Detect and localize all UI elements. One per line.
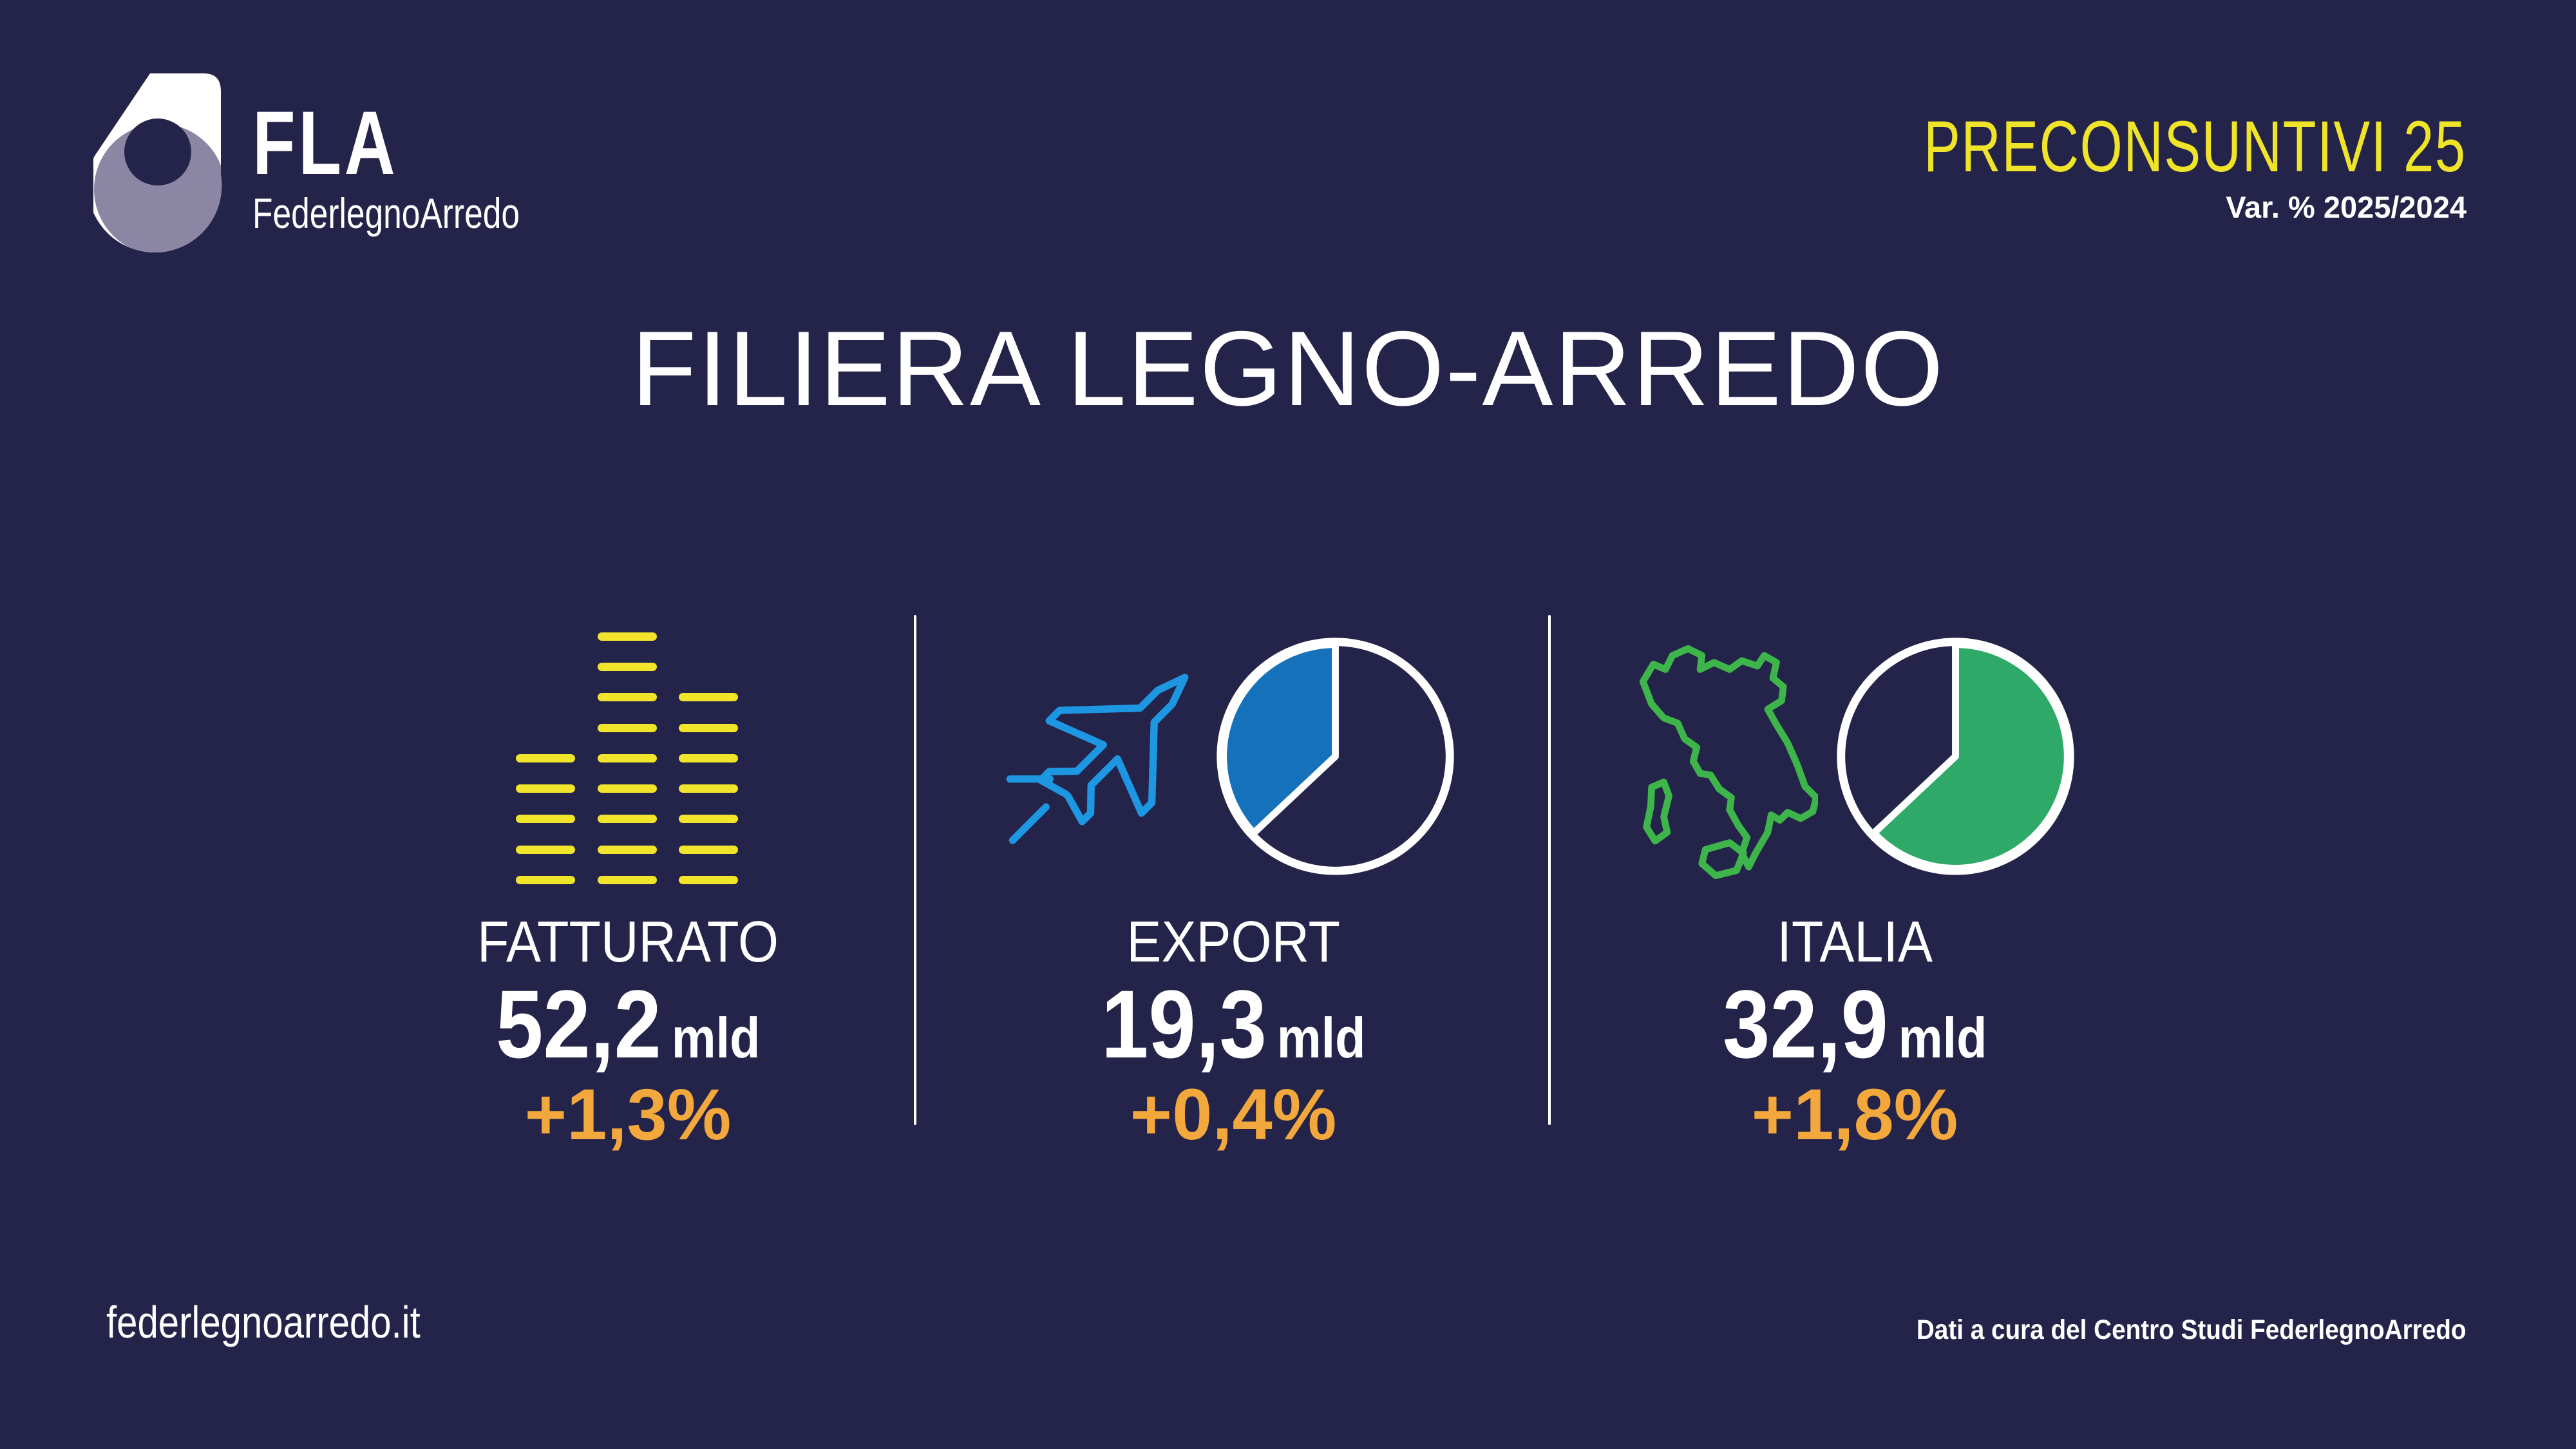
- italy-map-icon: [1639, 645, 1818, 880]
- export-share-pie: [1216, 637, 1454, 875]
- equalizer-middle-column: [598, 632, 657, 884]
- metric-delta: +1,3%: [524, 1074, 732, 1155]
- italia-share-pie: [1836, 637, 2074, 875]
- page-title: FILIERA LEGNO-ARREDO: [631, 309, 1945, 428]
- edition-block: PRECONSUNTIVI 25 Var. % 2025/2024: [1752, 106, 2467, 224]
- metric-label: FATTURATO: [477, 910, 779, 974]
- metric-value: 32,9 mld: [1722, 969, 1987, 1078]
- column-divider: [1548, 615, 1551, 1125]
- metric-delta: +1,8%: [1751, 1074, 1958, 1155]
- footer-credit: Dati a cura del Centro Studi FederlegnoA…: [1917, 1314, 2467, 1345]
- sicily-outline: [1698, 839, 1747, 880]
- edition-note: Var. % 2025/2024: [2226, 190, 2467, 224]
- fatturato-icon-row: [332, 617, 924, 895]
- metric-label: EXPORT: [1126, 910, 1340, 974]
- metric-value: 52,2 mld: [495, 969, 761, 1078]
- metric-fatturato: FATTURATO 52,2 mld +1,3%: [332, 617, 924, 1151]
- edition-title: PRECONSUNTIVI 25: [1924, 106, 2467, 187]
- airplane-icon: [1006, 674, 1188, 844]
- metric-unit: mld: [1898, 1005, 1987, 1070]
- metric-unit: mld: [1276, 1005, 1366, 1070]
- metric-delta: +0,4%: [1130, 1074, 1337, 1155]
- logo-name: FederlegnoArredo: [252, 189, 520, 237]
- italia-icon-row: [1558, 617, 2151, 895]
- italy-mainland-outline: [1639, 645, 1818, 871]
- metric-export: EXPORT 19,3 mld +0,4%: [937, 617, 1530, 1151]
- export-icon-row: [937, 617, 1530, 895]
- metric-unit: mld: [671, 1005, 761, 1070]
- sardinia-outline: [1642, 778, 1672, 845]
- fla-logo-icon: [93, 73, 222, 253]
- column-divider: [914, 615, 916, 1125]
- equalizer-right-column: [679, 693, 738, 884]
- logo-abbr: FLA: [252, 92, 399, 193]
- equalizer-left-column: [516, 754, 575, 884]
- speed-line: [1009, 803, 1050, 844]
- metric-label: ITALIA: [1777, 910, 1933, 974]
- equalizer-bars-icon: [516, 632, 738, 884]
- footer-website: federlegnoarredo.it: [106, 1297, 421, 1347]
- metric-value: 19,3 mld: [1101, 969, 1366, 1078]
- metric-italia: ITALIA 32,9 mld +1,8%: [1558, 617, 2151, 1151]
